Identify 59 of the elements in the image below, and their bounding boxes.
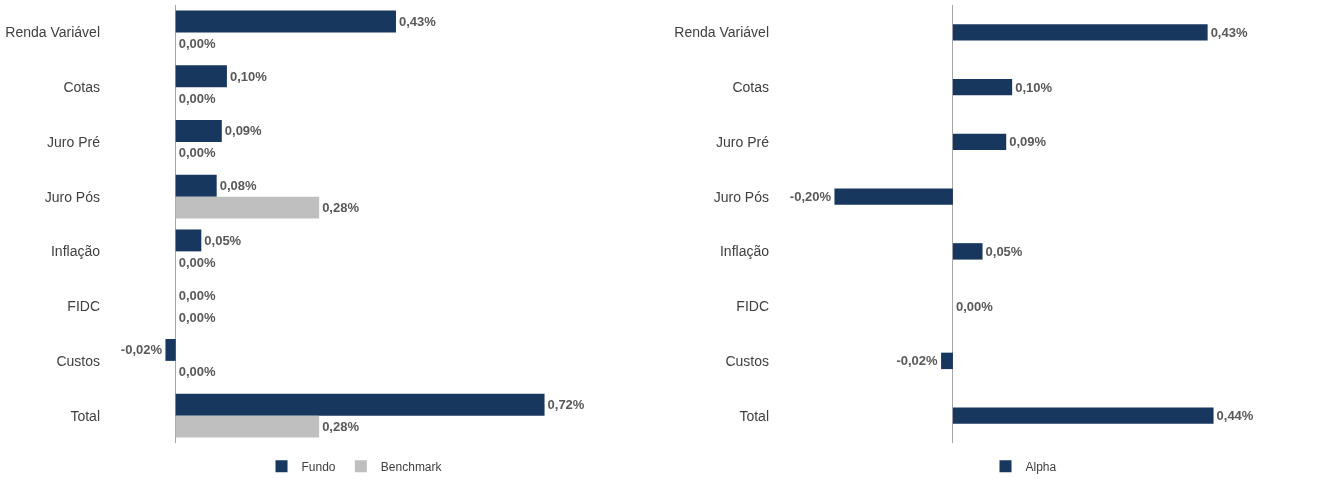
y-tick-label: Juro Pós — [44, 188, 100, 205]
bar — [175, 174, 217, 197]
y-tick-label: Custos — [56, 352, 100, 369]
y-tick-label: Total — [70, 407, 100, 424]
bar — [952, 243, 983, 260]
bar — [941, 352, 953, 370]
data-label: 0,10% — [229, 68, 268, 84]
data-label: 0,00% — [178, 145, 216, 161]
data-label: 0,43% — [398, 13, 437, 29]
y-tick-label: Juro Pré — [47, 133, 101, 150]
data-label: 0,09% — [1009, 134, 1047, 150]
bar — [175, 65, 227, 88]
bar — [952, 24, 1208, 41]
data-label: 0,00% — [178, 287, 216, 303]
y-tick-label: Juro Pré — [716, 133, 770, 150]
y-tick-label: Inflação — [719, 243, 770, 260]
data-label: -0,20% — [789, 189, 832, 205]
y-tick-label: Renda Variável — [5, 24, 100, 41]
bar — [165, 338, 176, 361]
data-label: 0,00% — [178, 35, 216, 51]
bar — [175, 196, 320, 219]
bar — [175, 119, 222, 142]
bar — [175, 10, 396, 33]
y-tick-label: Juro Pós — [713, 188, 769, 205]
bar — [952, 133, 1007, 151]
data-label: 0,10% — [1015, 79, 1053, 95]
data-label: 0,00% — [178, 254, 216, 270]
legend-label: Alpha — [1025, 459, 1057, 474]
y-tick-label: Total — [739, 407, 769, 424]
data-label: 0,08% — [219, 178, 257, 194]
data-label: 0,05% — [985, 243, 1023, 259]
legend-label: Benchmark — [380, 459, 443, 474]
data-label: 0,44% — [1216, 408, 1254, 424]
y-tick-label: Inflação — [50, 243, 101, 260]
y-tick-label: FIDC — [67, 298, 100, 315]
data-label: 0,00% — [178, 309, 216, 325]
data-label: 0,05% — [204, 232, 242, 248]
y-tick-label: FIDC — [736, 298, 769, 315]
data-label: -0,02% — [120, 342, 163, 358]
bar — [175, 415, 320, 438]
data-label: 0,09% — [224, 123, 263, 139]
data-label: 0,43% — [1210, 24, 1248, 40]
data-label: 0,28% — [322, 200, 360, 216]
y-tick-label: Cotas — [63, 79, 100, 96]
bar — [175, 393, 545, 416]
y-tick-label: Renda Variável — [674, 24, 769, 41]
y-tick-label: Custos — [725, 352, 769, 369]
data-label: 0,28% — [322, 419, 360, 435]
data-label: 0,00% — [955, 298, 994, 314]
bar — [952, 78, 1013, 96]
bar — [175, 229, 202, 252]
data-label: 0,00% — [178, 364, 216, 380]
y-tick-label: Cotas — [732, 79, 769, 96]
data-label: -0,02% — [896, 353, 939, 369]
bar — [834, 188, 953, 205]
bar — [952, 407, 1214, 424]
data-label: 0,72% — [547, 397, 585, 413]
legend-label: Fundo — [301, 459, 336, 474]
data-label: 0,00% — [178, 90, 216, 106]
